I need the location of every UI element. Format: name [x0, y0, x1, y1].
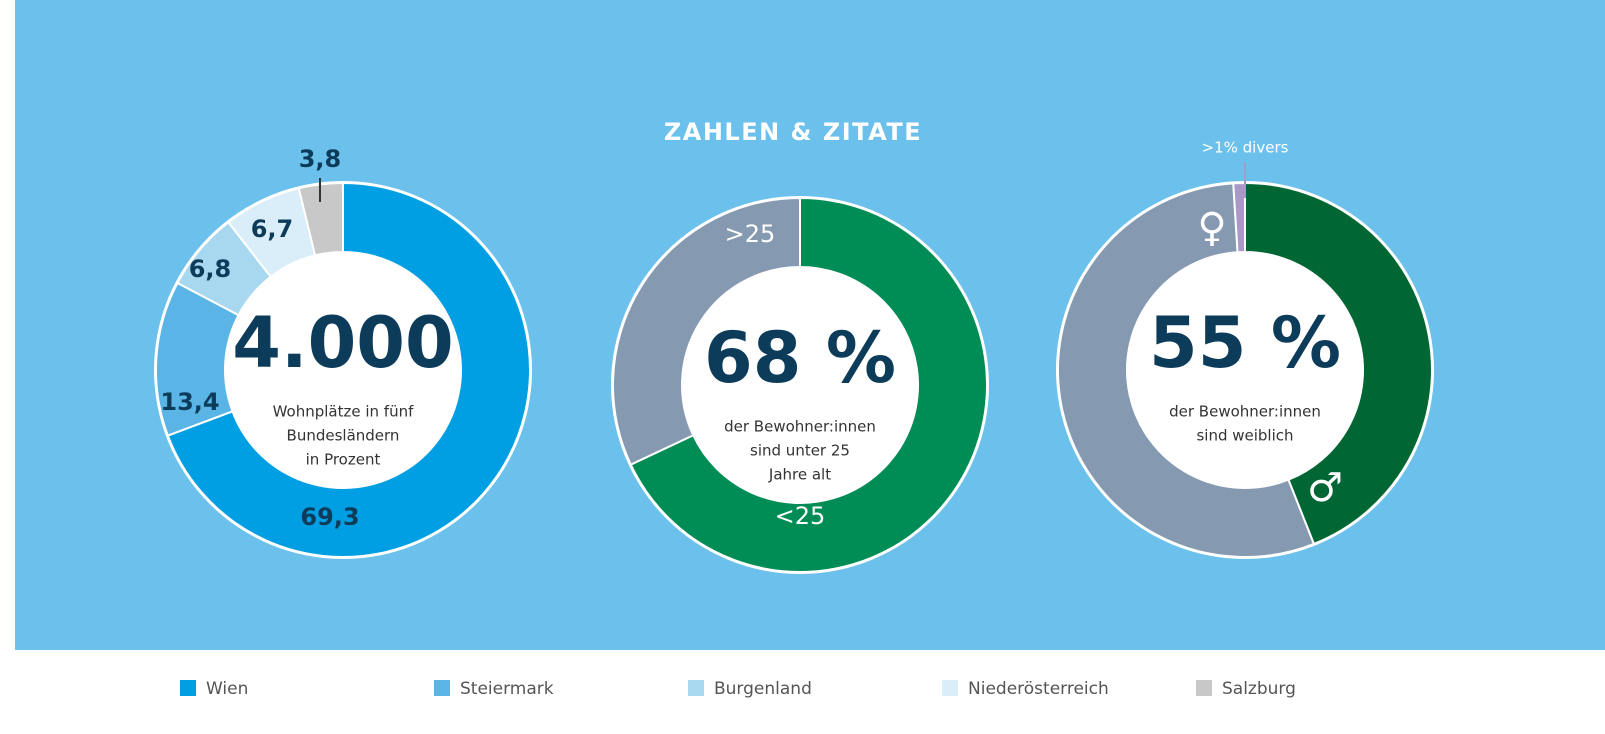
segment-label: ♀ — [1197, 205, 1226, 251]
caption: sind weiblich — [1196, 427, 1293, 445]
caption: in Prozent — [306, 451, 381, 469]
caption: Bundesländern — [287, 427, 400, 445]
caption: der Bewohner:innen — [1169, 403, 1321, 421]
caption: Wohnplätze in fünf — [273, 403, 415, 421]
legend-label: Salzburg — [1222, 679, 1296, 699]
legend-label: Steiermark — [460, 679, 554, 699]
legend-swatch — [688, 680, 704, 696]
center-disc — [1127, 252, 1363, 488]
center-value: 68 % — [704, 317, 896, 399]
segment-label: ♂ — [1307, 465, 1343, 511]
segment-label: 3,8 — [299, 145, 342, 173]
center-value: 55 % — [1149, 302, 1341, 384]
segment-label: 6,8 — [189, 255, 232, 283]
legend-label: Wien — [206, 679, 248, 699]
segment — [612, 196, 801, 466]
segment-label: >25 — [725, 220, 776, 248]
segment-label: 6,7 — [251, 215, 294, 243]
title: ZAHLEN & ZITATE — [664, 118, 922, 146]
segment-label: >1% divers — [1202, 139, 1289, 157]
caption: sind unter 25 — [750, 442, 850, 460]
segment-label: 13,4 — [160, 388, 219, 416]
caption: Jahre alt — [768, 466, 831, 484]
legend-swatch — [942, 680, 958, 696]
center-disc — [225, 252, 461, 488]
legend-swatch — [180, 680, 196, 696]
legend-label: Niederösterreich — [968, 679, 1109, 699]
center-value: 4.000 — [232, 302, 453, 384]
center-disc — [682, 267, 918, 503]
legend-label: Burgenland — [714, 679, 812, 699]
legend-swatch — [434, 680, 450, 696]
legend-swatch — [1196, 680, 1212, 696]
caption: der Bewohner:innen — [724, 418, 876, 436]
segment-label: 69,3 — [300, 503, 359, 531]
segment-label: <25 — [775, 502, 826, 530]
